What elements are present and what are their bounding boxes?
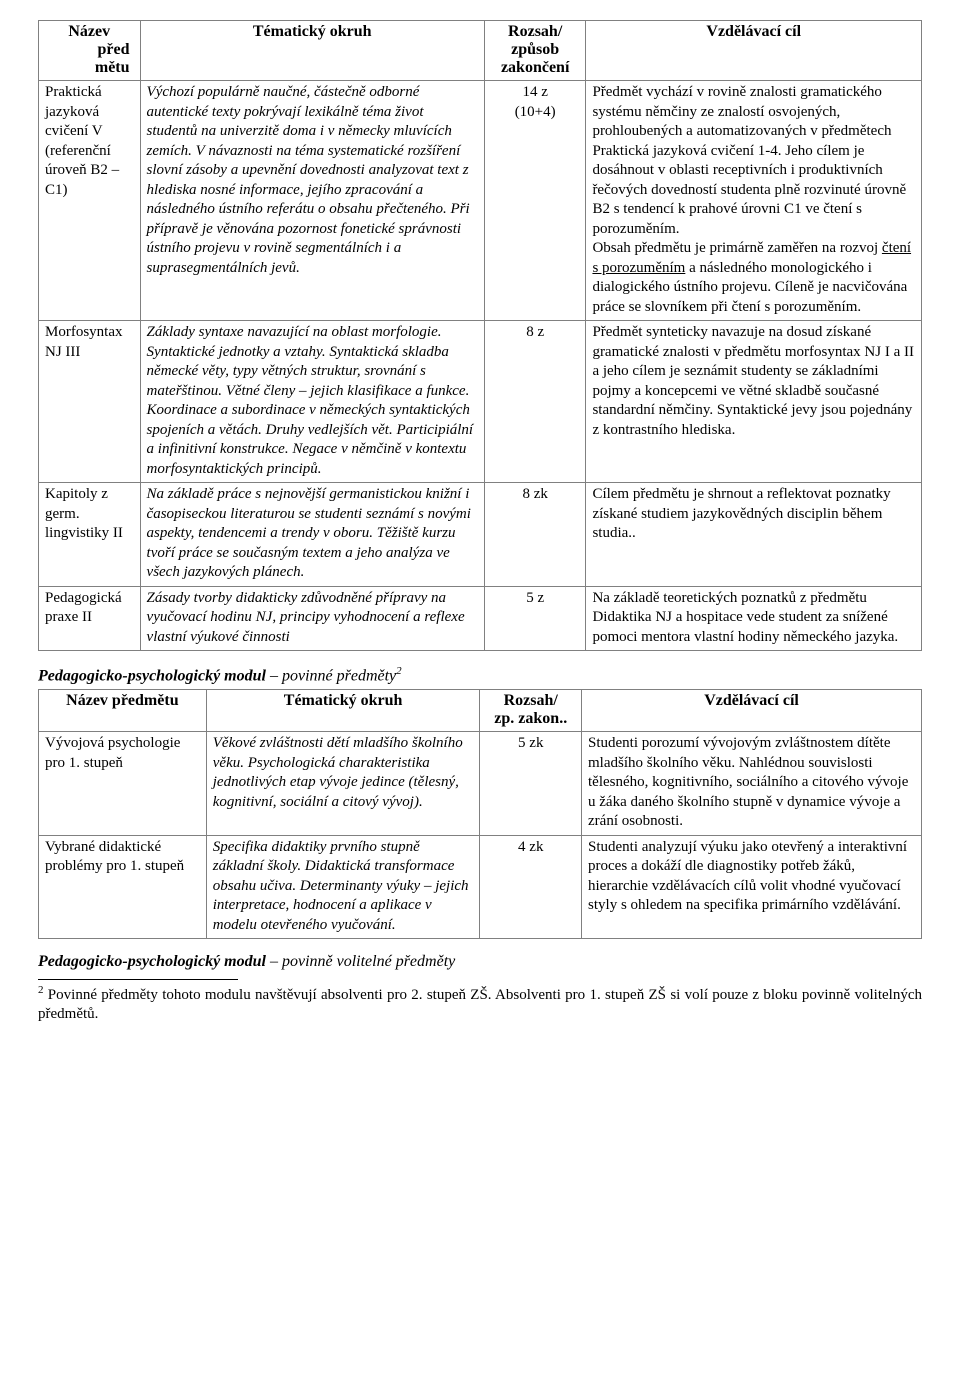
cell-name: Morfosyntax NJ III bbox=[39, 321, 141, 483]
curriculum-table-2: Název předmětu Tématický okruh Rozsah/ z… bbox=[38, 689, 922, 939]
header-text: Název bbox=[45, 23, 134, 41]
header-text: zp. zakon.. bbox=[494, 710, 567, 727]
cell-name: Praktická jazyková cvičení V (referenční… bbox=[39, 81, 141, 321]
extent-value: 14 z bbox=[522, 84, 547, 100]
curriculum-table-1: Název před mětu Tématický okruh Rozsah/ … bbox=[38, 20, 922, 651]
header-topic: Tématický okruh bbox=[140, 21, 484, 81]
cell-name: Vybrané didaktické problémy pro 1. stupe… bbox=[39, 835, 207, 939]
cell-name: Kapitoly z germ. lingvistiky II bbox=[39, 483, 141, 587]
cell-topic: Specifika didaktiky prvního stupně zákla… bbox=[206, 835, 480, 939]
table-row: Vývojová psychologie pro 1. stupeň Věkov… bbox=[39, 732, 922, 836]
cell-goal: Předmět vychází v rovině znalosti gramat… bbox=[586, 81, 922, 321]
table-row: Vybrané didaktické problémy pro 1. stupe… bbox=[39, 835, 922, 939]
cell-extent: 5 z bbox=[484, 586, 586, 651]
cell-goal: Studenti analyzují výuku jako otevřený a… bbox=[582, 835, 922, 939]
cell-goal: Na základě teoretických poznatků z předm… bbox=[586, 586, 922, 651]
section-heading-1: Pedagogicko-psychologický modul – povinn… bbox=[38, 665, 922, 685]
cell-goal: Studenti porozumí vývojovým zvláštnostem… bbox=[582, 732, 922, 836]
header-text: Rozsah/ bbox=[504, 692, 558, 709]
cell-name: Pedagogická praxe II bbox=[39, 586, 141, 651]
header-goal: Vzdělávací cíl bbox=[582, 690, 922, 732]
header-extent: Rozsah/ způsob zakončení bbox=[484, 21, 586, 81]
table-row: Kapitoly z germ. lingvistiky II Na zákla… bbox=[39, 483, 922, 587]
goal-text: Obsah předmětu je primárně zaměřen na ro… bbox=[592, 240, 881, 256]
section-title-text: Pedagogicko-psychologický modul bbox=[38, 667, 266, 684]
footnote-separator bbox=[38, 979, 238, 980]
cell-extent: 8 z bbox=[484, 321, 586, 483]
goal-text: Předmět vychází v rovině znalosti gramat… bbox=[592, 84, 906, 237]
table-row: Praktická jazyková cvičení V (referenční… bbox=[39, 81, 922, 321]
cell-goal: Předmět synteticky navazuje na dosud zís… bbox=[586, 321, 922, 483]
section-suffix-text: – povinně volitelné předměty bbox=[266, 953, 455, 970]
cell-extent: 5 zk bbox=[480, 732, 582, 836]
cell-extent: 8 zk bbox=[484, 483, 586, 587]
table-header-row: Název před mětu Tématický okruh Rozsah/ … bbox=[39, 21, 922, 81]
header-name: Název před mětu bbox=[39, 21, 141, 81]
cell-topic: Na základě práce s nejnovější germanisti… bbox=[140, 483, 484, 587]
cell-topic: Zásady tvorby didakticky zdůvodněné příp… bbox=[140, 586, 484, 651]
header-name: Název předmětu bbox=[39, 690, 207, 732]
cell-extent: 4 zk bbox=[480, 835, 582, 939]
footnote-text: Povinné předměty tohoto modulu navštěvuj… bbox=[38, 987, 922, 1022]
section-suffix-text: – povinné předměty bbox=[266, 667, 396, 684]
section-heading-2: Pedagogicko-psychologický modul – povinn… bbox=[38, 953, 922, 971]
cell-goal: Cílem předmětu je shrnout a reflektovat … bbox=[586, 483, 922, 587]
header-text: před bbox=[45, 41, 134, 59]
cell-extent: 14 z (10+4) bbox=[484, 81, 586, 321]
header-goal: Vzdělávací cíl bbox=[586, 21, 922, 81]
header-topic: Tématický okruh bbox=[206, 690, 480, 732]
header-text: Rozsah/ bbox=[508, 23, 562, 40]
cell-topic: Výchozí populárně naučné, částečně odbor… bbox=[140, 81, 484, 321]
cell-topic: Věkové zvláštnosti dětí mladšího školníh… bbox=[206, 732, 480, 836]
footnote-ref: 2 bbox=[396, 665, 402, 677]
header-text: zakončení bbox=[501, 59, 569, 76]
cell-name: Vývojová psychologie pro 1. stupeň bbox=[39, 732, 207, 836]
table-row: Morfosyntax NJ III Základy syntaxe navaz… bbox=[39, 321, 922, 483]
table-row: Pedagogická praxe II Zásady tvorby didak… bbox=[39, 586, 922, 651]
header-extent: Rozsah/ zp. zakon.. bbox=[480, 690, 582, 732]
table-header-row: Název předmětu Tématický okruh Rozsah/ z… bbox=[39, 690, 922, 732]
header-text: způsob bbox=[511, 41, 559, 58]
header-text: mětu bbox=[45, 59, 134, 77]
extent-value: (10+4) bbox=[515, 104, 556, 120]
cell-topic: Základy syntaxe navazující na oblast mor… bbox=[140, 321, 484, 483]
footnote: 2 Povinné předměty tohoto modulu navštěv… bbox=[38, 984, 922, 1024]
section-title-text: Pedagogicko-psychologický modul bbox=[38, 953, 266, 970]
